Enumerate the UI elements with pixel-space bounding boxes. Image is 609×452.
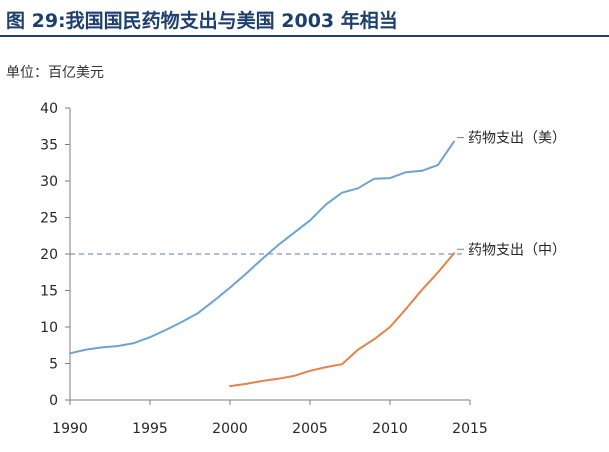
- y-tick-label: 5: [49, 357, 58, 373]
- chart-title: 图 29:我国国民药物支出与美国 2003 年相当: [6, 10, 398, 32]
- y-tick-label: 25: [40, 211, 58, 227]
- x-tick-label: 2005: [292, 421, 328, 437]
- y-tick-label: 40: [40, 101, 58, 117]
- series-labels: 药物支出（美） 药物支出（中）: [457, 131, 566, 258]
- y-tick-label: 0: [49, 393, 58, 409]
- y-tick-label: 35: [40, 138, 58, 154]
- title-divider: [0, 35, 609, 37]
- chart-series: [69, 140, 455, 388]
- x-tick-label: 1995: [132, 421, 168, 437]
- x-tick-label: 2000: [212, 421, 248, 437]
- y-tick-label: 20: [40, 247, 58, 263]
- x-tick-label: 1990: [52, 421, 88, 437]
- x-tick-label: 2010: [372, 421, 408, 437]
- x-tick-label: 2015: [452, 421, 488, 437]
- chart-ticks: 0 5 10 15 20 25 30 35 40 1990 1995 2000 2005 2010 2015: [40, 101, 488, 437]
- series-line-china: [229, 252, 455, 388]
- y-tick-label: 15: [40, 284, 58, 300]
- series-label-china: 药物支出（中）: [468, 242, 566, 258]
- y-tick-label: 10: [40, 320, 58, 336]
- series-label-us: 药物支出（美）: [468, 131, 566, 147]
- y-tick-label: 30: [40, 174, 58, 190]
- unit-label: 单位：百亿美元: [6, 65, 104, 81]
- series-line-us: [69, 140, 455, 355]
